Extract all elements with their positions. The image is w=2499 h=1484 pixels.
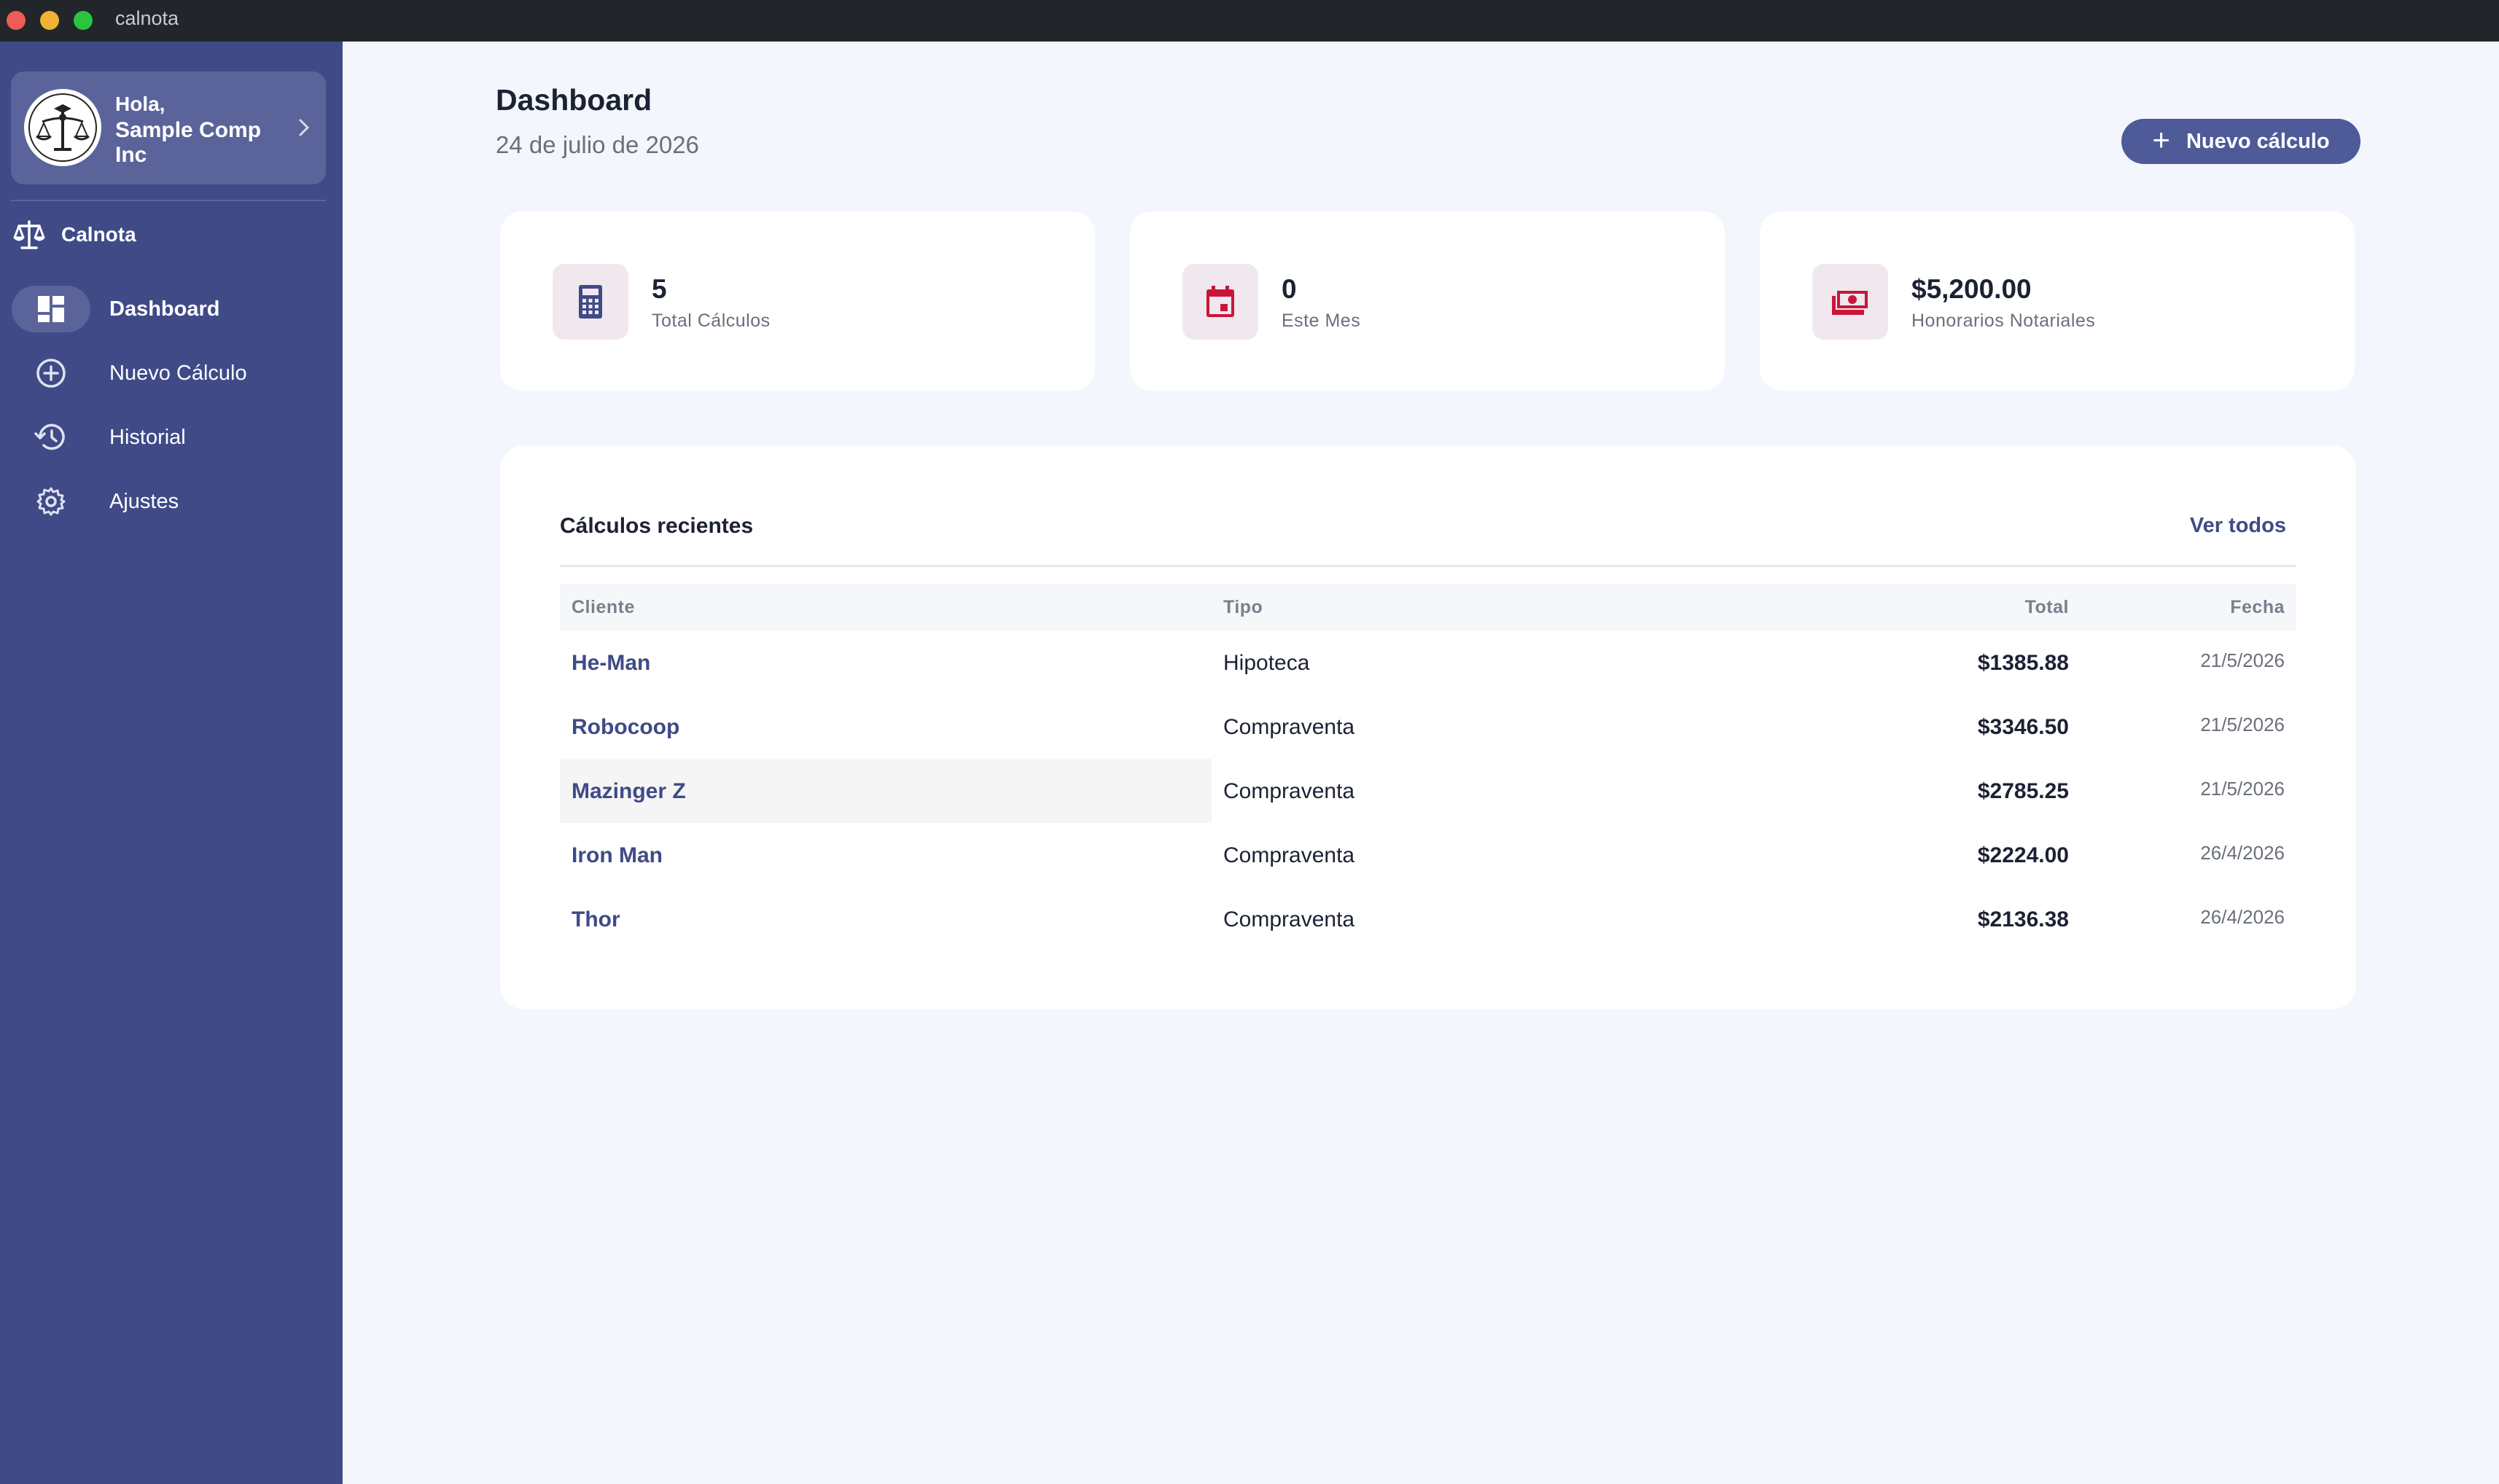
profile-card[interactable]: Hola, Sample Comp Inc (11, 71, 326, 184)
table-header: Cliente Tipo Total Fecha (560, 584, 2296, 630)
add-circle-icon (12, 350, 90, 397)
sidebar-item-historial[interactable]: Historial (12, 413, 332, 461)
cell-date: 26/4/2026 (2200, 842, 2285, 864)
cell-total: $2785.25 (1977, 779, 2069, 803)
sidebar-item-ajustes[interactable]: Ajustes (12, 477, 332, 526)
cell-type: Compraventa (1223, 779, 1355, 803)
cell-date: 21/5/2026 (2200, 649, 2285, 671)
close-window-button[interactable] (7, 11, 26, 30)
sidebar-item-label: Nuevo Cálculo (109, 361, 247, 385)
cell-client[interactable]: Thor (572, 907, 620, 932)
table-row[interactable]: Mazinger Z Compraventa $2785.25 21/5/202… (560, 759, 2296, 823)
sidebar-item-label: Dashboard (109, 297, 220, 321)
cell-type: Hipoteca (1223, 651, 1310, 675)
sidebar-item-nuevo-calculo[interactable]: Nuevo Cálculo (12, 349, 332, 397)
new-calculation-button[interactable]: + Nuevo cálculo (2121, 119, 2360, 164)
stat-value: 5 (652, 274, 667, 304)
plus-icon: + (2152, 122, 2170, 157)
sidebar: Hola, Sample Comp Inc Calnota Dashboard (0, 42, 343, 1484)
column-header-type[interactable]: Tipo (1223, 597, 1263, 617)
avatar (24, 89, 101, 166)
cell-date: 26/4/2026 (2200, 906, 2285, 928)
window-title: calnota (115, 7, 179, 29)
stat-value: 0 (1282, 274, 1297, 304)
column-header-total[interactable]: Total (2024, 597, 2069, 617)
sidebar-item-label: Historial (109, 425, 186, 449)
table-row[interactable]: Robocoop Compraventa $3346.50 21/5/2026 (560, 695, 2296, 759)
gear-icon (12, 478, 90, 525)
recent-title: Cálculos recientes (560, 514, 754, 538)
page-date: 24 de julio de 2026 (496, 131, 699, 158)
new-calculation-label: Nuevo cálculo (2186, 129, 2330, 153)
stat-card-month: 0 Este Mes (1130, 211, 1725, 391)
stat-label: Honorarios Notariales (1911, 311, 2096, 331)
table-row[interactable]: He-Man Hipoteca $1385.88 21/5/2026 (560, 630, 2296, 695)
cell-total: $1385.88 (1977, 651, 2069, 675)
brand: Calnota (12, 216, 136, 253)
cell-total: $2224.00 (1977, 843, 2069, 867)
minimize-window-button[interactable] (40, 11, 59, 30)
cell-date: 21/5/2026 (2200, 714, 2285, 735)
cell-client[interactable]: Iron Man (572, 843, 663, 867)
see-all-link[interactable]: Ver todos (2189, 514, 2286, 537)
sidebar-divider (11, 200, 326, 201)
stat-label: Total Cálculos (652, 311, 771, 331)
brand-label: Calnota (61, 223, 136, 246)
cell-date: 21/5/2026 (2200, 778, 2285, 800)
stat-card-total: 5 Total Cálculos (500, 211, 1095, 391)
calendar-icon (1182, 264, 1258, 340)
money-icon (1812, 264, 1888, 340)
cell-total: $2136.38 (1977, 907, 2069, 932)
stat-label: Este Mes (1282, 311, 1361, 331)
column-header-client[interactable]: Cliente (572, 597, 635, 617)
table-row[interactable]: Iron Man Compraventa $2224.00 26/4/2026 (560, 823, 2296, 887)
cell-client[interactable]: He-Man (572, 651, 651, 675)
cell-client[interactable]: Robocoop (572, 715, 680, 739)
page-title: Dashboard (496, 83, 652, 117)
cell-client[interactable]: Mazinger Z (572, 779, 686, 803)
row-hover-highlight (560, 759, 1212, 823)
title-bar: calnota (0, 0, 2499, 42)
cell-type: Compraventa (1223, 843, 1355, 867)
recent-divider (560, 565, 2296, 567)
dashboard-icon (12, 286, 90, 332)
recent-calculations-card: Cálculos recientes Ver todos Cliente Tip… (500, 445, 2356, 1009)
calculator-icon (553, 264, 628, 340)
maximize-window-button[interactable] (74, 11, 93, 30)
stat-value: $5,200.00 (1911, 274, 2032, 304)
table-row[interactable]: Thor Compraventa $2136.38 26/4/2026 (560, 887, 2296, 951)
scale-icon (13, 220, 45, 249)
sidebar-item-dashboard[interactable]: Dashboard (12, 285, 332, 333)
greeting-text: Hola, (115, 93, 165, 115)
sidebar-item-label: Ajustes (109, 489, 179, 513)
stat-card-fees: $5,200.00 Honorarios Notariales (1760, 211, 2355, 391)
history-icon (12, 414, 90, 461)
cell-type: Compraventa (1223, 715, 1355, 739)
cell-type: Compraventa (1223, 907, 1355, 932)
justice-scale-logo-icon (28, 93, 97, 162)
column-header-date[interactable]: Fecha (2230, 597, 2285, 617)
chevron-right-icon (299, 119, 310, 136)
company-name: Sample Comp Inc (115, 118, 262, 167)
cell-total: $3346.50 (1977, 715, 2069, 739)
recent-table: Cliente Tipo Total Fecha He-Man Hipoteca… (560, 584, 2296, 951)
